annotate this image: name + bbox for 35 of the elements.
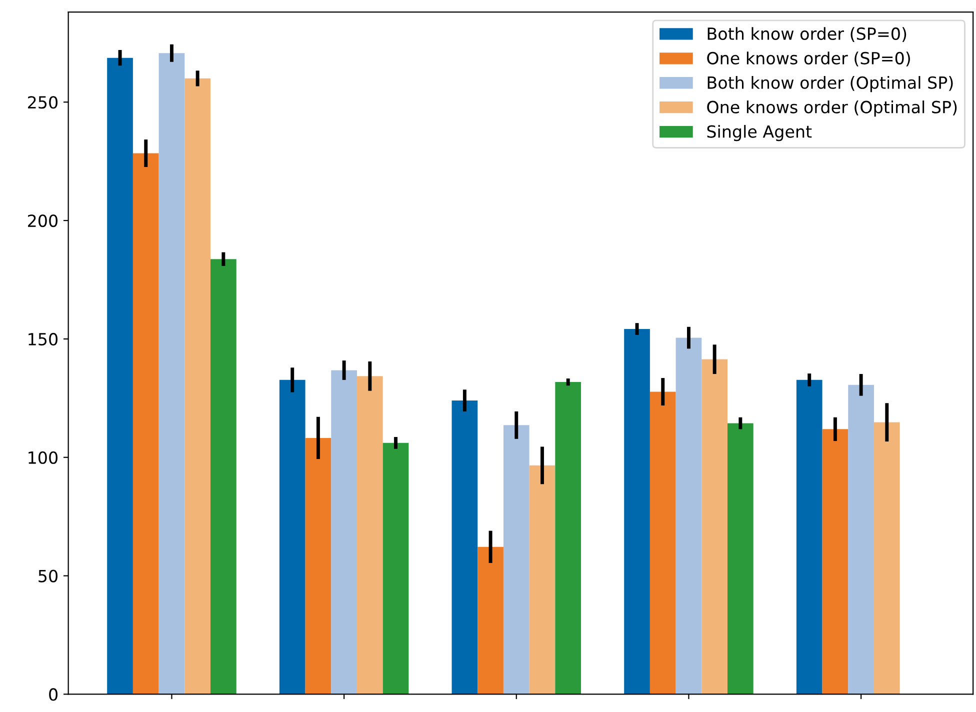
bar — [529, 465, 556, 694]
legend-label: One knows order (SP=0) — [707, 52, 910, 66]
bar — [478, 546, 504, 694]
bar — [555, 382, 582, 694]
bar — [158, 53, 185, 694]
bar — [848, 384, 874, 694]
legend-label: Both know order (Optimal SP) — [708, 76, 953, 92]
legend-label: Both know order (SP=0) — [708, 27, 906, 42]
bar — [727, 423, 754, 694]
legend-label: Single Agent — [707, 124, 812, 142]
bar — [356, 376, 383, 694]
bar — [452, 400, 478, 694]
legend-label: One knows order (Optimal SP) — [707, 100, 957, 117]
bar — [702, 359, 728, 694]
bar — [305, 438, 332, 694]
y-tick-label: 250 — [28, 96, 58, 109]
bar — [676, 338, 702, 694]
bar — [874, 422, 900, 694]
y-tick-label: 200 — [28, 214, 58, 228]
y-tick-label: 150 — [28, 332, 58, 346]
bar — [210, 259, 236, 694]
bar — [650, 392, 676, 694]
y-tick-label: 100 — [28, 451, 58, 464]
bar — [624, 328, 650, 694]
bar — [279, 380, 306, 694]
bar — [132, 153, 159, 694]
bar — [184, 78, 210, 694]
bar — [107, 58, 133, 694]
y-tick-label: 0 — [49, 688, 58, 701]
bar — [382, 442, 409, 694]
bar — [822, 429, 848, 694]
bar — [331, 370, 357, 694]
bar — [796, 380, 822, 694]
y-tick-label: 50 — [38, 570, 58, 582]
bar — [503, 425, 530, 694]
